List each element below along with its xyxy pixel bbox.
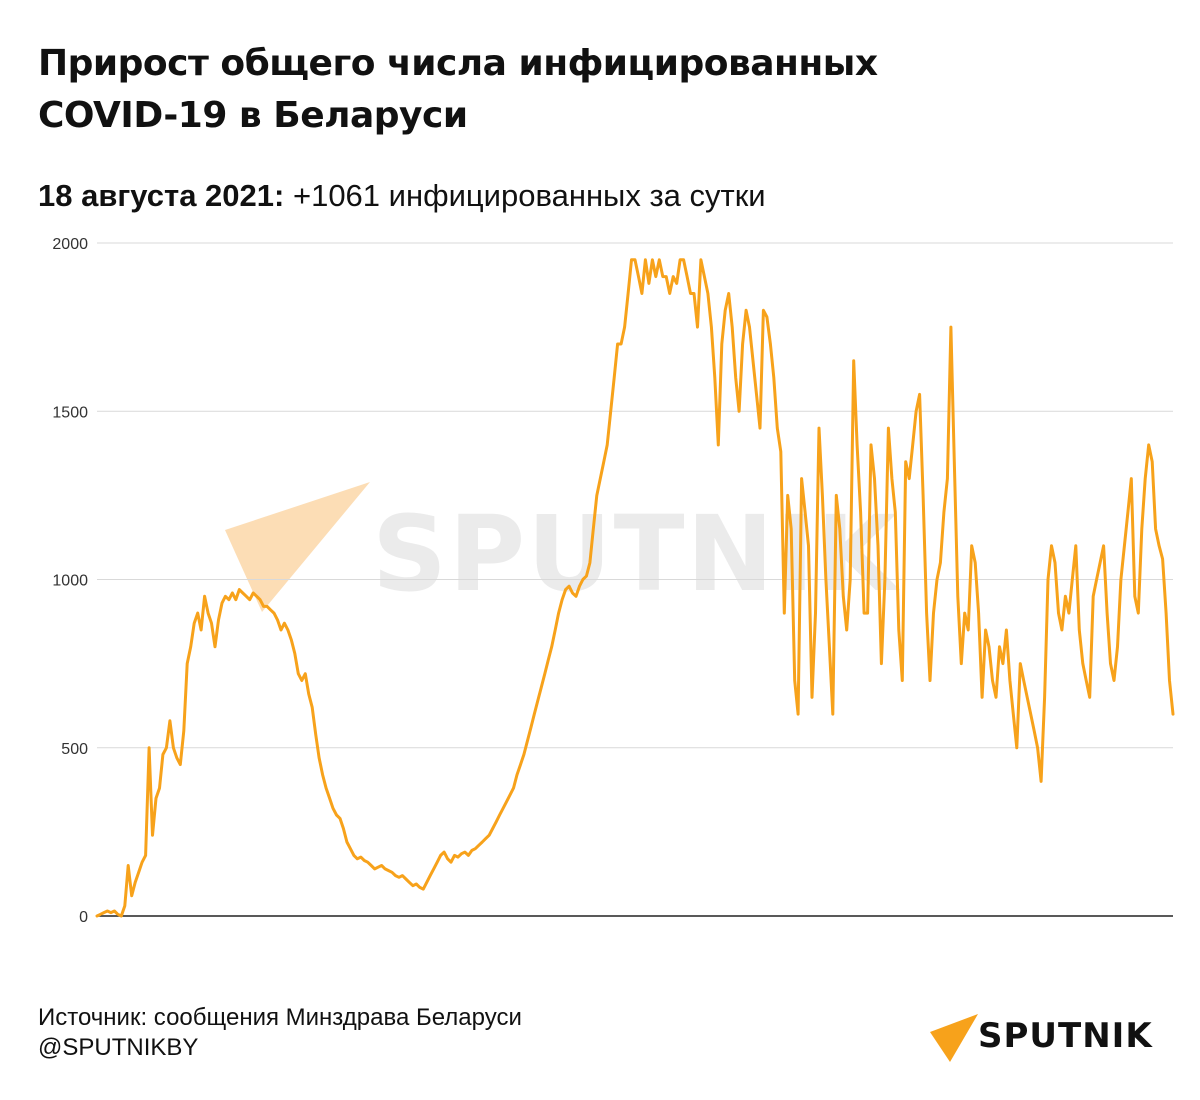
source-note: Источник: сообщения Минздрава Беларуси [38,1004,522,1031]
y-tick-label-500: 500 [61,741,88,758]
sputnik-logo-text: SPUTNIK [978,1016,1153,1056]
sputnik-logo-icon [930,1014,978,1062]
title-line-2: COVID-19 в Беларуси [38,95,468,136]
watermark-text: SPUTNIK [372,493,900,615]
y-tick-label-2000: 2000 [52,236,88,253]
subtitle-date: 18 августа 2021: [38,178,285,213]
chart-grid [97,242,1173,749]
chart-subtitle: 18 августа 2021: +1061 инфицированных за… [38,176,766,216]
y-axis-ticks: 0 500 1000 1500 2000 [52,236,88,926]
y-tick-label-0: 0 [79,909,88,926]
chart-title: Прирост общего числа инфицированных COVI… [38,38,1038,142]
social-handle[interactable]: @SPUTNIKBY [38,1034,199,1061]
title-line-1: Прирост общего числа инфицированных [38,43,878,84]
sputnik-logo[interactable]: SPUTNIK [928,1010,1168,1066]
watermark-icon [225,482,370,612]
series-line [95,258,1175,918]
footer: Источник: сообщения Минздрава Беларуси @… [38,1003,522,1063]
y-tick-label-1500: 1500 [52,404,88,421]
subtitle-summary: +1061 инфицированных за сутки [292,178,766,213]
y-tick-label-1000: 1000 [52,573,88,590]
